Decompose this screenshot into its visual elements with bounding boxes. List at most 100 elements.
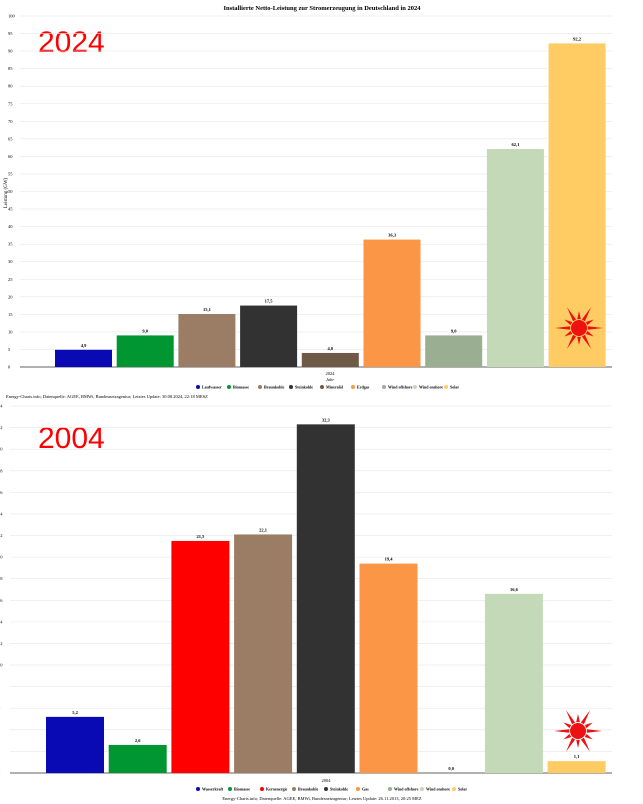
y-tick-label: 70 [8,119,13,124]
sun-ray [567,307,577,322]
legend-label: Solar [458,787,467,792]
data-label: 9,0 [451,328,457,333]
legend-marker [196,787,200,791]
bar [116,335,174,367]
sun-disc [571,320,587,336]
chart-2024: Installierte Netto-Leistung zur Stromerz… [4,5,612,400]
y-tick-label: 32 [0,425,3,430]
y-tick-label: 28 [0,468,3,473]
data-label: 36,3 [388,233,397,238]
sun-ray [564,330,573,337]
y-tick-label: 90 [8,49,13,54]
legend-marker [351,385,355,389]
y-tick-label: 6 [0,706,1,711]
y-tick-label: 5 [8,347,11,352]
sun-ray [581,334,591,349]
y-tick-label: 4 [0,727,1,732]
data-label: 21,5 [196,534,205,539]
legend-marker [320,385,324,389]
data-label: 19,4 [385,557,394,562]
legend-label: Wind offshore [388,385,413,390]
sun-ray [576,739,580,748]
bar [178,313,236,367]
legend-marker [444,385,448,389]
sun-ray [577,336,581,345]
y-tick-label: 40 [8,224,13,229]
bar [363,239,421,367]
year-label: 2024 [38,26,105,59]
legend-label: Steinkohle [295,385,313,390]
x-category-label: 2004 [322,778,332,783]
data-label: 17,5 [265,299,274,304]
data-label: 5,2 [72,710,78,715]
y-tick-label: 20 [8,294,13,299]
data-label: 22,1 [259,527,268,532]
data-label: 9,0 [142,328,148,333]
bar [547,761,606,773]
legend-marker [413,385,417,389]
sun-ray [566,710,576,725]
legend-label: Laufwasser [202,385,222,390]
y-tick-label: 26 [0,490,3,495]
sun-ray [580,710,590,725]
y-tick-label: 10 [0,663,3,668]
sun-disc [570,723,586,739]
source-note: Energy-Charts.info; Datenquelle: AGEE, B… [6,394,208,400]
bar [425,335,483,367]
y-tick-label: 10 [8,329,13,334]
y-tick-label: 14 [0,619,3,624]
legend-marker [289,385,293,389]
y-tick-label: 18 [0,576,3,581]
y-tick-label: 8 [0,684,1,689]
y-tick-label: 45 [8,207,13,212]
source-note: Energy-Charts.info; Datenquelle: AGEE, B… [222,796,421,802]
sun-ray [576,714,580,723]
y-tick-label: 80 [8,84,13,89]
legend-marker [420,787,424,791]
bar [171,540,230,773]
legend-label: Wind onshore [419,385,443,390]
sun-ray [555,326,571,330]
y-tick-label: 30 [8,259,13,264]
chart-2004: 2004 2004 Energy-Charts.info; Datenquell… [0,404,612,802]
legend-marker [196,385,200,389]
sun-ray [554,729,570,733]
legend-label: Steinkohle [330,787,348,792]
y-tick-label: 24 [0,511,3,516]
y-tick-label: 15 [8,312,13,317]
bar [484,593,543,773]
bar [108,744,167,773]
bar [296,424,355,773]
legend-marker [324,787,328,791]
y-tick-label: 100 [8,14,16,19]
bar [55,349,112,367]
sun-ray [566,737,576,752]
legend-label: Wasserkraft [202,787,224,792]
y-tick-label: 12 [0,641,3,646]
sun-ray [587,326,603,330]
legend-label: Solar [450,385,459,390]
data-label: 4,0 [327,346,333,351]
legend-label: Wind onshore [426,787,450,792]
data-label: 32,3 [322,417,331,422]
y-tick-label: 65 [8,136,13,141]
legend-marker [260,787,264,791]
legend-marker [228,787,232,791]
y-tick-label: 60 [8,154,13,159]
sun-ray [585,319,594,326]
y-tick-label: 95 [8,31,13,36]
sun-ray [567,334,577,349]
legend-label: Braunkohle [298,787,318,792]
legend-marker [388,787,392,791]
y-tick-label: 30 [0,447,3,452]
year-label: 2004 [38,422,105,455]
bar [359,563,418,773]
sun-icon [555,307,603,349]
legend-marker [258,385,262,389]
bar [46,716,104,773]
x-category-label: 2024 [326,371,336,376]
sun-ray [585,330,594,337]
y-tick-label: 35 [8,242,13,247]
legend-marker [356,787,360,791]
